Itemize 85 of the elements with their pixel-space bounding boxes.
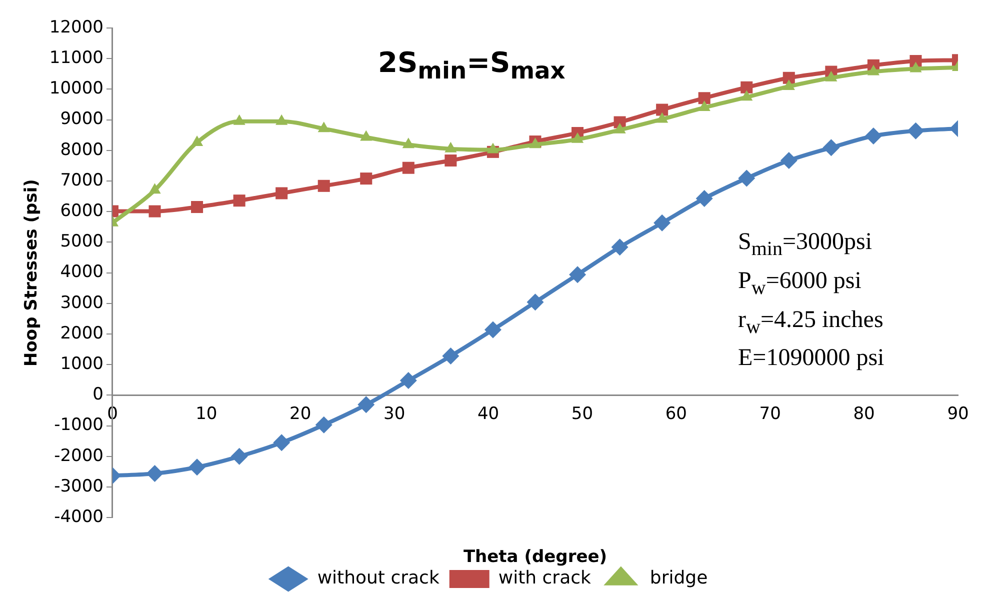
point [698, 92, 710, 104]
point [907, 122, 924, 140]
x-tick-label: 60 [665, 404, 687, 424]
point [444, 142, 457, 152]
y-axis-title: Hoop Stresses (psi) [22, 179, 42, 367]
x-tick-label: 80 [853, 404, 875, 424]
y-tick-label: -1000 [54, 415, 104, 436]
point [148, 183, 161, 194]
point [698, 100, 710, 112]
y-tick-label: 1000 [60, 354, 104, 374]
point [400, 372, 417, 390]
point [190, 135, 204, 146]
y-tick-label: 0 [92, 384, 104, 405]
point [656, 112, 668, 123]
point [738, 170, 756, 187]
point [740, 81, 753, 94]
y-tick-label: -2000 [54, 446, 104, 466]
point [233, 194, 246, 207]
point [782, 79, 795, 90]
y-tick-label: 3000 [60, 292, 104, 313]
point [360, 172, 372, 185]
annotation: S$_{min}$=3000psi [738, 228, 874, 262]
point [611, 238, 628, 256]
point [318, 180, 330, 192]
point [188, 458, 206, 476]
x-tick-label: 40 [477, 404, 500, 424]
point [867, 64, 880, 76]
legend-label: bridge [650, 568, 708, 589]
x-tick-label: 90 [947, 404, 969, 424]
point [486, 142, 500, 154]
point [654, 214, 671, 232]
point [910, 62, 922, 72]
point [233, 114, 246, 125]
y-tick-label: 11000 [49, 48, 104, 68]
point [656, 104, 668, 116]
point [444, 154, 457, 167]
point [315, 416, 332, 434]
point [614, 122, 626, 134]
annotation: P$_{w}$=6000 psi [738, 266, 862, 301]
point [191, 201, 204, 214]
y-tick-label: -3000 [54, 476, 104, 496]
y-tick-label: 7000 [60, 170, 104, 190]
point [273, 434, 290, 452]
x-tick-label: 10 [196, 404, 218, 424]
point [569, 266, 586, 284]
point [148, 205, 161, 218]
point [571, 132, 584, 143]
x-tick-label: 20 [290, 404, 312, 424]
point [402, 138, 414, 148]
y-tick-label: 5000 [60, 232, 104, 252]
point [146, 465, 164, 482]
point [864, 128, 882, 145]
y-tick-label: 4000 [60, 262, 104, 282]
point [402, 162, 414, 174]
y-tick-label: 9000 [60, 109, 104, 130]
point [360, 130, 372, 141]
y-tick-label: 10000 [49, 78, 104, 99]
point [276, 114, 288, 125]
point [442, 348, 460, 365]
point [740, 90, 753, 101]
x-tick-label: 50 [571, 404, 594, 424]
point [484, 321, 502, 338]
y-tick-label: 6000 [60, 201, 104, 222]
legend-label: without crack [317, 568, 440, 589]
point [358, 396, 375, 414]
point [230, 448, 248, 465]
annotation: r$_{w}$=4.25 inches [738, 306, 884, 340]
point [318, 122, 330, 132]
x-tick-label: 70 [759, 404, 781, 424]
x-tick-label: 30 [384, 404, 406, 424]
point [780, 152, 798, 169]
x-axis-title: Theta (degree) [463, 547, 608, 568]
point [782, 72, 795, 84]
legend-label: with crack [498, 568, 592, 589]
point [822, 139, 840, 156]
y-tick-label: 2000 [60, 323, 104, 344]
point [526, 294, 544, 311]
point [825, 70, 838, 82]
y-tick-label: 8000 [60, 140, 104, 160]
point [696, 190, 713, 207]
annotation: E=1090000 psi [738, 344, 884, 374]
y-tick-label: 12000 [49, 17, 104, 38]
point [276, 187, 288, 200]
text: 2S$_{min}$=S$_{max}$ [378, 46, 566, 85]
y-tick-label: -4000 [54, 507, 104, 528]
